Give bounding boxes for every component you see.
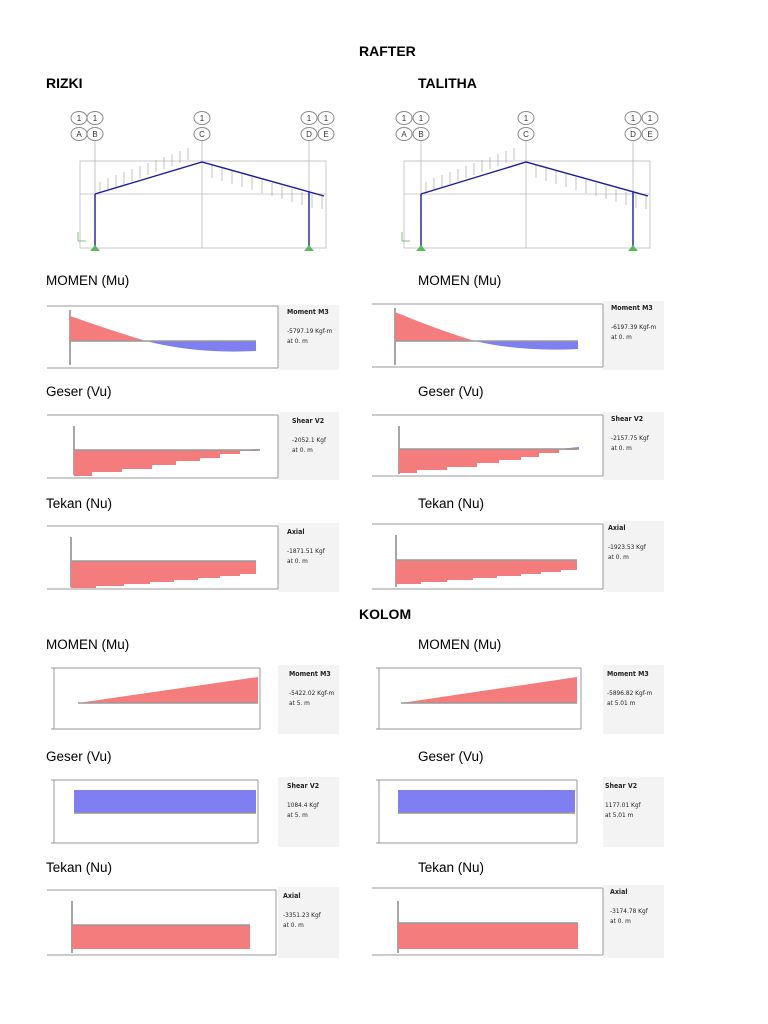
kolom-right-axial-diagram: Axial -3174.78 Kgf at 0. m <box>371 885 664 958</box>
diagram-title: Shear V2 <box>292 417 325 425</box>
diagram-value: -2157.75 Kgf <box>611 433 649 442</box>
grid-top-label: 1 <box>648 114 653 123</box>
rafter-right-name: TALITHA <box>418 75 477 91</box>
grid-top-label: 1 <box>307 114 312 123</box>
rafter-right-axial-diagram: Axial -1923.53 Kgf at 0. m <box>371 521 664 592</box>
grid-letter: E <box>647 130 652 139</box>
kolom-left-shear-label: Geser (Vu) <box>46 749 112 764</box>
rafter-right-axial-label: Tekan (Nu) <box>418 496 485 511</box>
rafter-right-frame-diagram: 1 1 1 1 1 A B C D E <box>384 108 679 260</box>
rafter-left-frame-diagram: 1 1 1 1 1 A B C D E <box>60 108 355 260</box>
diagram-value: -2052.1 Kgf <box>292 435 327 444</box>
grid-top-label: 1 <box>77 114 82 123</box>
diagram-value: -1923.53 Kgf <box>608 542 646 551</box>
diagram-title: Moment M3 <box>287 308 329 316</box>
kolom-left-moment-diagram: Moment M3 -5422.02 Kgf-m at 5. m <box>46 665 339 734</box>
diagram-location: at 0. m <box>611 332 632 341</box>
grid-top-label: 1 <box>402 114 407 123</box>
rafter-left-axial-label: Tekan (Nu) <box>46 496 113 511</box>
diagram-value: 1177.01 Kgf <box>605 800 641 809</box>
kolom-left-moment-label: MOMEN (Mu) <box>46 637 130 652</box>
diagram-title: Moment M3 <box>607 670 649 678</box>
diagram-value: -6197.39 Kgf-m <box>611 322 657 331</box>
diagram-location: at 5.01 m <box>607 698 636 707</box>
diagram-title: Shear V2 <box>611 415 644 423</box>
rafter-left-shear-diagram: Shear V2 -2052.1 Kgf at 0. m <box>46 412 339 480</box>
kolom-right-axial-label: Tekan (Nu) <box>418 860 485 875</box>
grid-letter: C <box>199 130 205 139</box>
grid-top-label: 1 <box>324 114 329 123</box>
diagram-location: at 0. m <box>287 336 308 345</box>
diagram-location: at 0. m <box>283 920 304 929</box>
rafter-heading: RAFTER <box>359 43 416 59</box>
grid-letter: A <box>76 130 82 139</box>
diagram-location: at 5. m <box>289 698 310 707</box>
kolom-left-axial-label: Tekan (Nu) <box>46 860 113 875</box>
kolom-right-shear-diagram: Shear V2 1177.01 Kgf at 5.01 m <box>371 777 664 847</box>
diagram-value: -1871.51 Kgf <box>287 546 325 555</box>
grid-letter: A <box>401 130 407 139</box>
diagram-title: Axial <box>283 892 301 900</box>
diagram-value: -3174.78 Kgf <box>610 906 648 915</box>
rafter-left-shear-label: Geser (Vu) <box>46 384 112 399</box>
diagram-location: at 0. m <box>611 443 632 452</box>
diagram-title: Moment M3 <box>611 304 653 312</box>
grid-top-label: 1 <box>524 114 529 123</box>
grid-letter: D <box>630 130 636 139</box>
kolom-right-shear-label: Geser (Vu) <box>418 749 484 764</box>
diagram-location: at 0. m <box>610 916 631 925</box>
diagram-title: Axial <box>610 888 628 896</box>
rafter-right-moment-label: MOMEN (Mu) <box>418 273 502 288</box>
diagram-title: Shear V2 <box>287 782 320 790</box>
rafter-left-moment-label: MOMEN (Mu) <box>46 273 130 288</box>
kolom-right-moment-diagram: Moment M3 -5896.82 Kgf-m at 5.01 m <box>371 665 664 734</box>
diagram-location: at 5. m <box>287 810 308 819</box>
diagram-title: Axial <box>608 524 626 532</box>
grid-letter: B <box>418 130 423 139</box>
diagram-location: at 0. m <box>292 445 313 454</box>
rafter-right-shear-label: Geser (Vu) <box>418 384 484 399</box>
diagram-title: Axial <box>287 528 305 536</box>
grid-top-label: 1 <box>631 114 636 123</box>
diagram-location: at 5.01 m <box>605 810 634 819</box>
rafter-right-shear-diagram: Shear V2 -2157.75 Kgf at 0. m <box>371 412 664 480</box>
diagram-value: -5797.19 Kgf-m <box>287 326 333 335</box>
grid-letter: B <box>92 130 97 139</box>
diagram-location: at 0. m <box>608 552 629 561</box>
kolom-left-shear-diagram: Shear V2 1084.4 Kgf at 5. m <box>46 777 339 847</box>
grid-top-label: 1 <box>419 114 424 123</box>
diagram-title: Moment M3 <box>289 670 331 678</box>
kolom-heading: KOLOM <box>359 606 412 622</box>
kolom-right-moment-label: MOMEN (Mu) <box>418 637 502 652</box>
rafter-left-name: RIZKI <box>46 75 83 91</box>
grid-letter: D <box>306 130 312 139</box>
grid-top-label: 1 <box>93 114 98 123</box>
rafter-left-moment-diagram: Moment M3 -5797.19 Kgf-m at 0. m <box>46 305 339 370</box>
rafter-left-axial-diagram: Axial -1871.51 Kgf at 0. m <box>46 523 339 592</box>
grid-letter: E <box>323 130 328 139</box>
diagram-title: Shear V2 <box>605 782 638 790</box>
diagram-value: -5422.02 Kgf-m <box>289 688 335 697</box>
diagram-value: 1084.4 Kgf <box>287 800 319 809</box>
diagram-value: -5896.82 Kgf-m <box>607 688 653 697</box>
diagram-location: at 0. m <box>287 556 308 565</box>
rafter-right-moment-diagram: Moment M3 -6197.39 Kgf-m at 0. m <box>371 301 664 370</box>
kolom-left-axial-diagram: Axial -3351.23 Kgf at 0. m <box>46 887 339 958</box>
grid-letter: C <box>523 130 529 139</box>
grid-top-label: 1 <box>200 114 205 123</box>
diagram-value: -3351.23 Kgf <box>283 910 321 919</box>
